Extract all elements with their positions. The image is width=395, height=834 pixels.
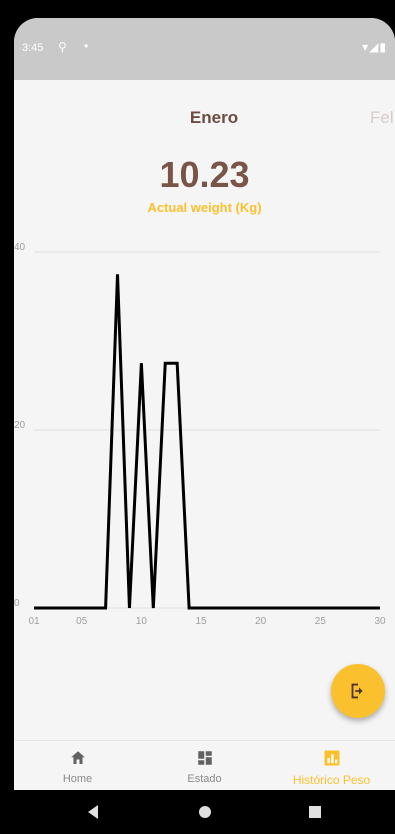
home-circle-icon[interactable] xyxy=(199,806,211,818)
bar-chart-icon xyxy=(324,750,339,766)
nav-estado[interactable]: Estado xyxy=(141,741,268,791)
weight-series-line xyxy=(34,274,380,610)
weight-history-chart: 0 20 40 01 05 10 15 20 25 30 xyxy=(14,228,395,638)
nav-home[interactable]: Home xyxy=(14,741,141,791)
y-tick-label: 0 xyxy=(14,598,20,609)
y-tick-label: 40 xyxy=(14,242,26,253)
signal-icon: ◢ xyxy=(369,40,380,54)
status-bar: 3:45 ⚲ • ▾◢▮ xyxy=(14,18,395,80)
weight-line-chart: 0 20 40 01 05 10 15 20 25 30 xyxy=(14,242,386,627)
battery-icon: ▮ xyxy=(379,40,387,54)
location-icon: ⚲ xyxy=(58,40,67,54)
current-month-title[interactable]: Enero xyxy=(189,108,239,127)
nav-home-label: Home xyxy=(62,773,93,785)
app-screen: 3:45 ⚲ • ▾◢▮ Enero Fel 10.23 Actual weig… xyxy=(14,18,395,834)
dot-icon: • xyxy=(84,39,89,53)
x-tick-label: 25 xyxy=(315,616,327,627)
x-tick-label: 30 xyxy=(374,616,386,627)
x-tick-label: 15 xyxy=(195,616,207,627)
system-navigation-bar xyxy=(14,790,395,834)
logout-icon xyxy=(351,683,363,699)
bottom-navigation: Home Estado Hist xyxy=(14,740,395,791)
x-tick-label: 20 xyxy=(255,616,267,627)
nav-estado-label: Estado xyxy=(187,773,222,785)
current-weight-label: Actual weight (Kg) xyxy=(147,200,262,215)
status-time: 3:45 xyxy=(22,42,44,54)
x-tick-label: 01 xyxy=(28,616,40,627)
y-tick-label: 20 xyxy=(14,420,26,431)
wifi-icon: ▾ xyxy=(362,40,370,54)
dashboard-icon xyxy=(197,751,212,765)
system-status-icons: ▾◢▮ xyxy=(362,40,387,54)
x-tick-label: 10 xyxy=(136,616,148,627)
nav-historico-peso-label: Histórico Peso xyxy=(292,773,371,787)
x-tick-label: 05 xyxy=(76,616,88,627)
home-icon xyxy=(70,751,85,764)
logout-button[interactable] xyxy=(331,664,385,718)
next-month-tab[interactable]: Fel xyxy=(370,108,394,127)
current-weight-value: 10.23 xyxy=(159,154,250,195)
recents-icon[interactable] xyxy=(309,806,321,818)
nav-historico-peso[interactable]: Histórico Peso xyxy=(268,741,395,791)
back-icon[interactable] xyxy=(88,805,98,819)
